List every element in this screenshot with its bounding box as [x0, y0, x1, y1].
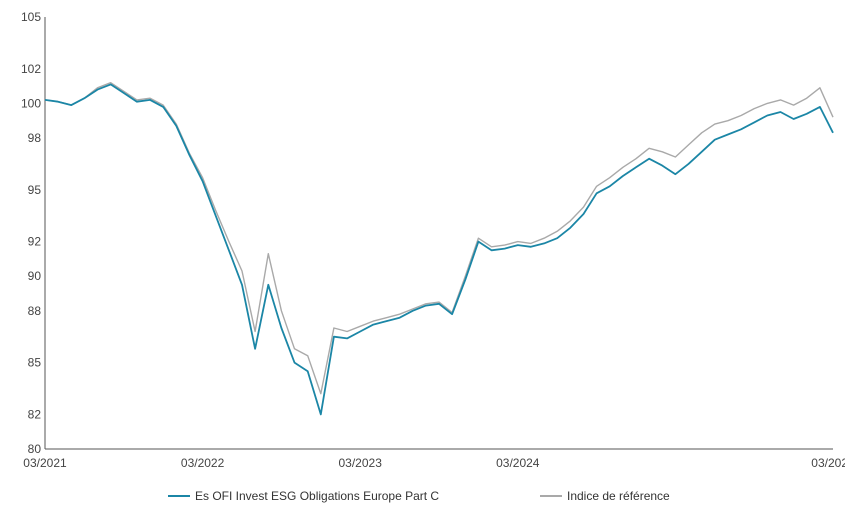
legend-label-benchmark: Indice de référence [567, 489, 670, 503]
y-tick-label: 100 [21, 96, 41, 110]
series-lines [44, 82, 834, 416]
x-tick-label: 03/2024 [496, 456, 540, 470]
y-tick-label: 82 [28, 407, 42, 421]
series-line-benchmark [44, 82, 834, 395]
y-tick-label: 95 [28, 183, 42, 197]
y-tick-label: 88 [28, 304, 42, 318]
y-tick-label: 102 [21, 62, 41, 76]
x-axis: 03/2021 03/2022 03/2023 03/2024 03/2026 [23, 448, 845, 470]
y-tick-label: 85 [28, 356, 42, 370]
y-tick-label: 98 [28, 131, 42, 145]
y-tick-labels: 80 82 85 88 90 92 95 98 100 102 105 [21, 10, 41, 456]
y-tick-label: 90 [28, 269, 42, 283]
legend-item-fund: Es OFI Invest ESG Obligations Europe Par… [168, 489, 439, 503]
x-tick-label: 03/2021 [23, 456, 67, 470]
y-tick-label: 105 [21, 10, 41, 24]
y-tick-label: 92 [28, 235, 42, 249]
legend-label-fund: Es OFI Invest ESG Obligations Europe Par… [195, 489, 439, 503]
x-tick-label: 03/2026 [811, 456, 845, 470]
legend: Es OFI Invest ESG Obligations Europe Par… [168, 489, 670, 503]
legend-item-benchmark: Indice de référence [540, 489, 670, 503]
x-tick-labels: 03/2021 03/2022 03/2023 03/2024 03/2026 [23, 456, 845, 470]
x-tick-label: 03/2022 [181, 456, 225, 470]
series-line-fund [44, 83, 834, 416]
x-tick-label: 03/2023 [339, 456, 383, 470]
y-axis: 80 82 85 88 90 92 95 98 100 102 105 [21, 10, 46, 456]
y-tick-label: 80 [28, 442, 42, 456]
